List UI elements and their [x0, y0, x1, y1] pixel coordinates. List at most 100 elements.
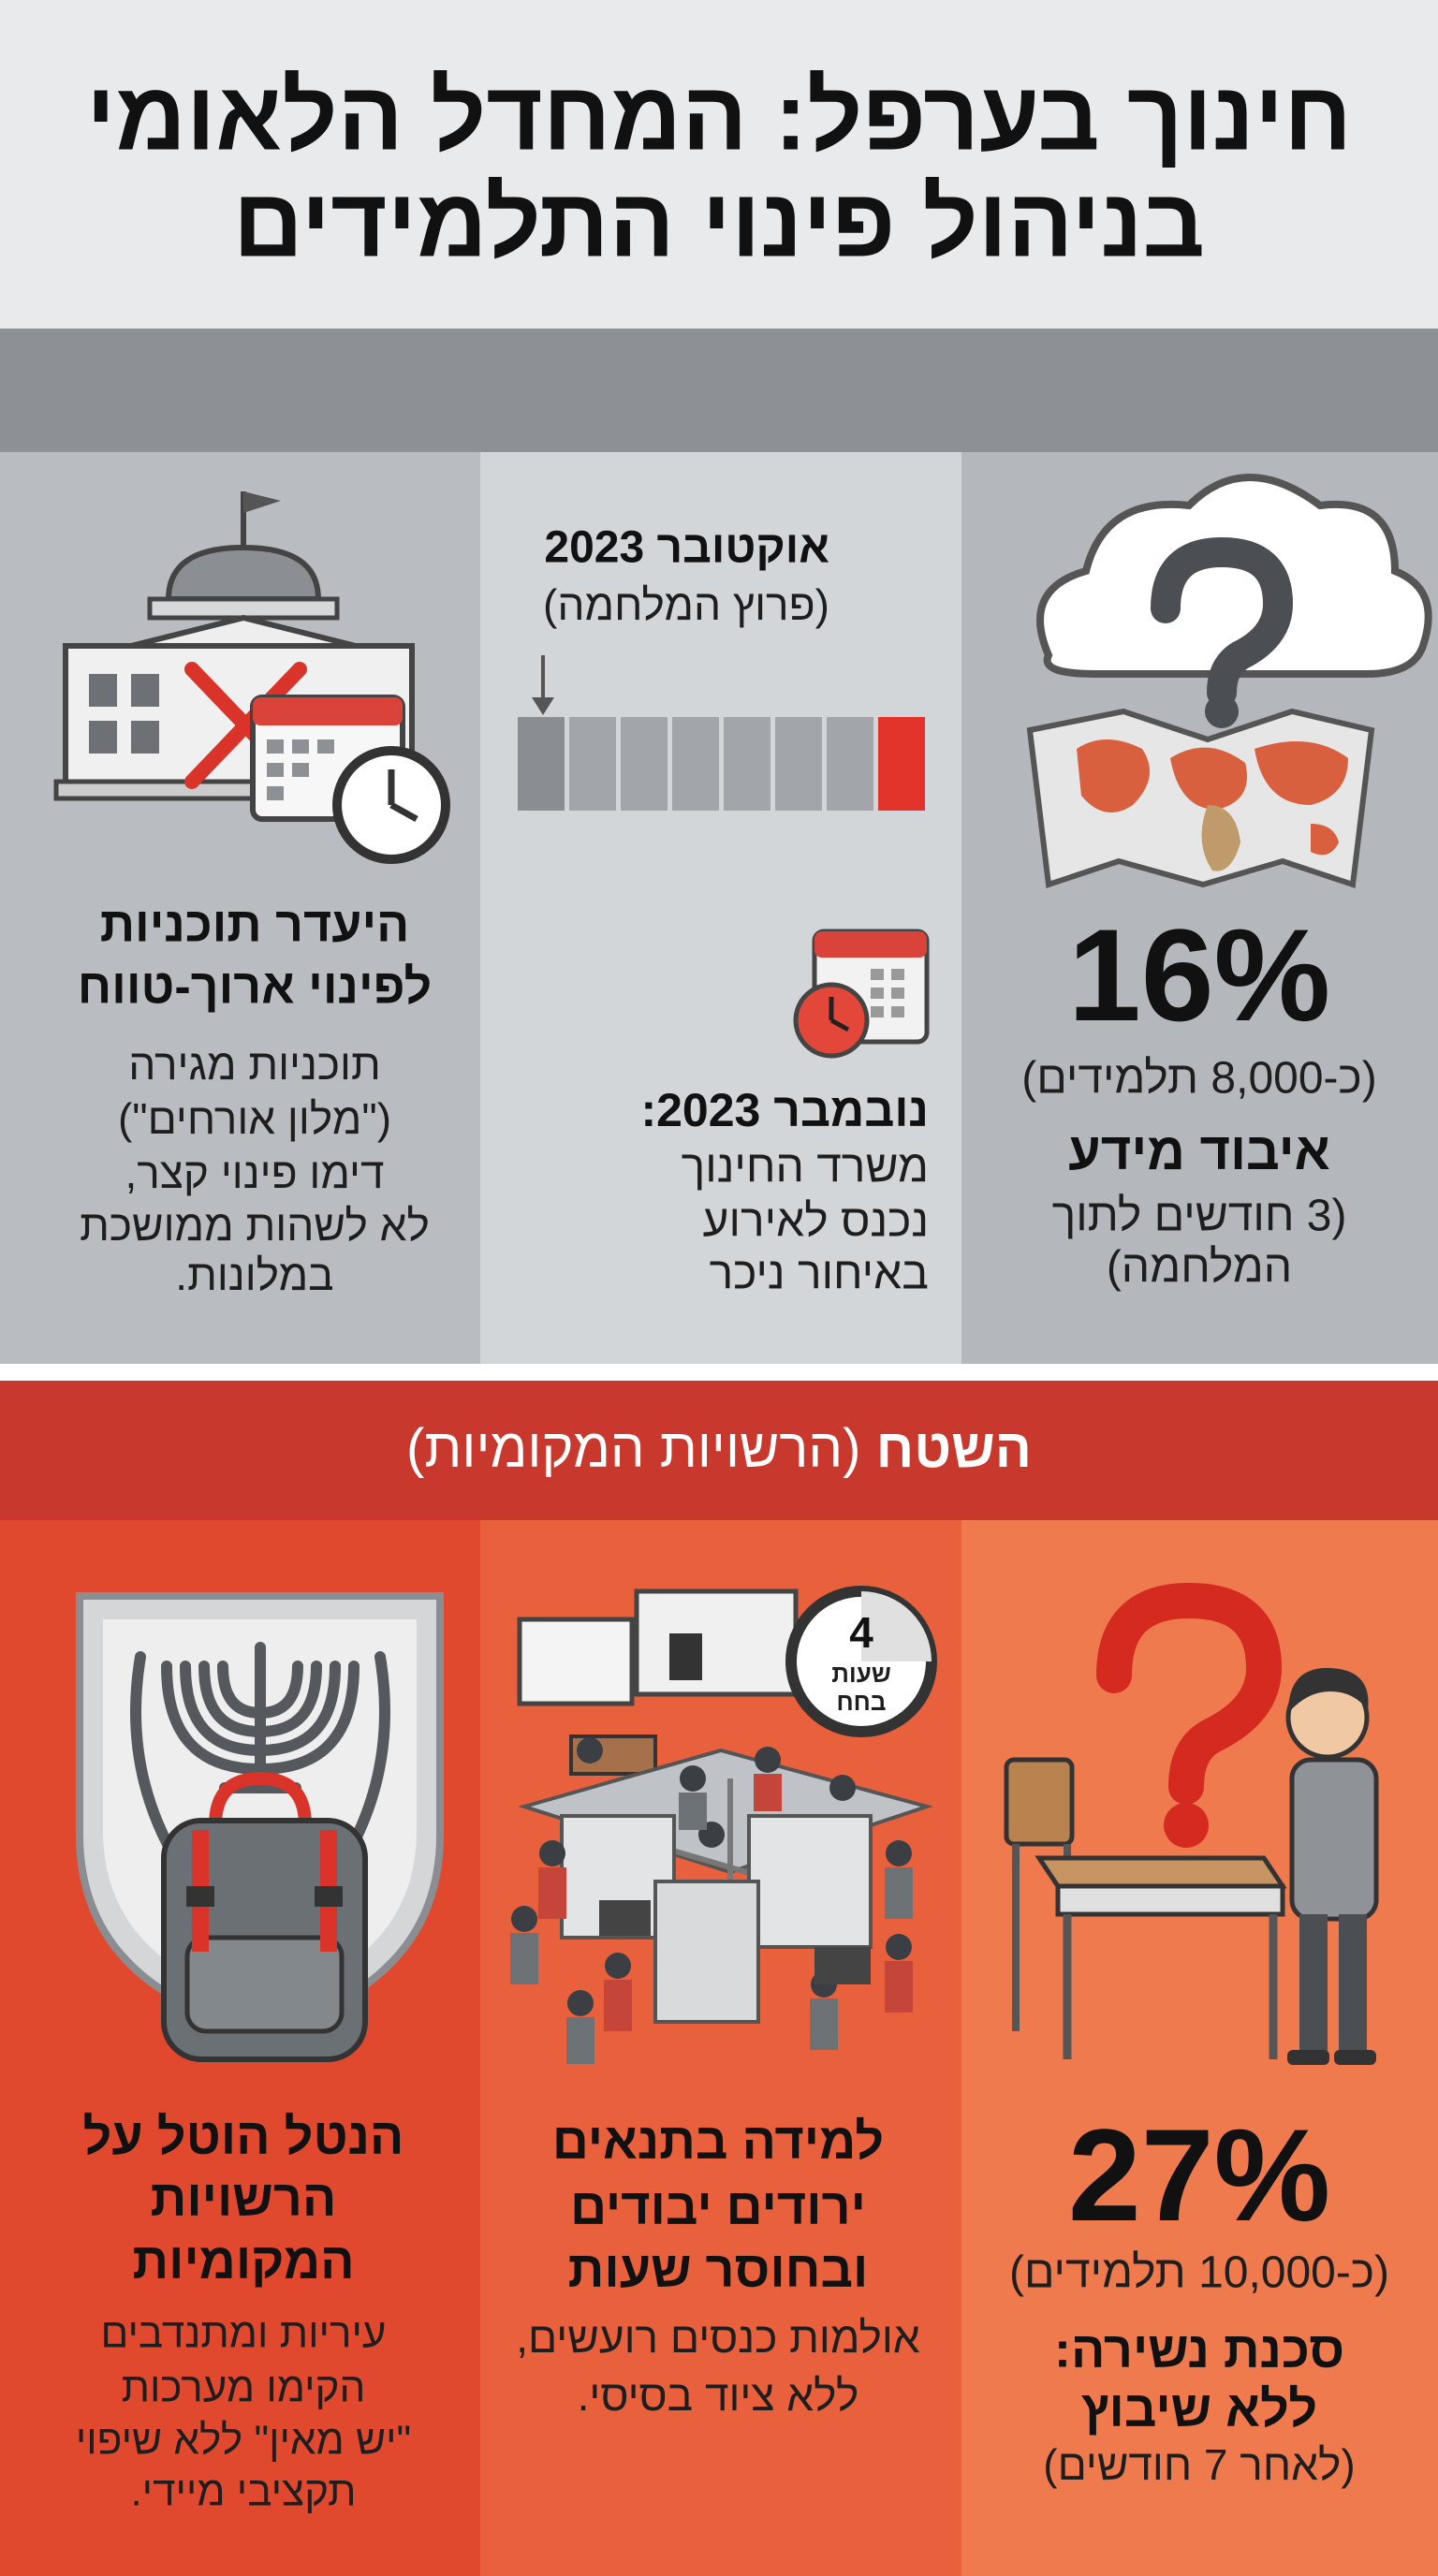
- icon-hall-part: [517, 1617, 635, 1706]
- timeline-part: [672, 717, 719, 811]
- icon-cloud-map-part: [1311, 824, 1339, 856]
- heading: איבוד מידע: [1068, 1121, 1330, 1180]
- icon-calendar-clock-part: [814, 931, 927, 958]
- icon-hall-part-part: [679, 1793, 707, 1830]
- body-line: דימו פינוי קצר,: [125, 1149, 385, 1197]
- icon-hall-part-part: [886, 1840, 912, 1866]
- icon-building-part-part: [292, 739, 309, 754]
- gray-band: [0, 329, 1438, 452]
- icon-cloud-map-part: [1255, 741, 1348, 805]
- icon-emblem-backpack-part-part: [198, 1661, 322, 1738]
- icon-hall-part-part: [567, 1990, 594, 2016]
- icon-desk-boy-part: [1287, 2050, 1329, 2065]
- icon-building-part: [243, 491, 281, 513]
- timeline-part: [724, 717, 770, 811]
- icon-hall-part: [538, 1774, 913, 2031]
- icon-hall-part-part: [539, 1840, 565, 1866]
- heading: המקומיות: [132, 2232, 354, 2289]
- title-line: חינוך בערפל: המחדל הלאומי: [86, 62, 1352, 170]
- icon-emblem-backpack-part: [184, 1935, 345, 2034]
- icon-desk-boy-part: [1034, 1855, 1287, 1889]
- icon-emblem-backpack-part-part: [161, 1661, 360, 1776]
- icon-hall-part-part: [605, 1953, 631, 1979]
- icon-calendar-clock: [793, 929, 930, 1059]
- red-band: [0, 1381, 1438, 1520]
- heading: סכנת נשירה:: [1054, 2321, 1344, 2378]
- timeline-part: [518, 717, 565, 811]
- heading: נובמבר 2023:: [640, 1084, 929, 1136]
- icon-building-part: [89, 674, 159, 754]
- body-line: באיחור ניכר: [710, 1250, 929, 1299]
- body-line: ("מלון אורחים"): [118, 1094, 391, 1143]
- icon-building-part-part: [292, 763, 309, 777]
- icon-emblem-backpack: [76, 1592, 444, 2062]
- icon-hall-part-part: [680, 1765, 706, 1792]
- icon-hall-part-part: [511, 1906, 537, 1932]
- timeline-label: אוקטובר 2023: [544, 523, 829, 573]
- icon-hall-part: [634, 1588, 799, 1697]
- header-bg: [0, 0, 1438, 329]
- icon-building-part-part: [267, 739, 284, 754]
- icon-hall-part-part: [754, 1774, 782, 1811]
- icon-hall-part: [814, 1947, 871, 1984]
- icon-calendar-clock-part-part: [871, 1006, 884, 1017]
- icon-hall-part-part: [755, 1747, 781, 1773]
- icon-desk-boy-part: [1299, 1914, 1328, 2055]
- band-title-main: השטח: [876, 1418, 1032, 1479]
- icon-building-part: [267, 739, 334, 800]
- icon-cloud-map-part: [1036, 474, 1432, 678]
- clock-label: שעות: [831, 1660, 891, 1688]
- body-line: משרד החינוך: [682, 1143, 929, 1193]
- icon-hall-part-part: [829, 1775, 856, 1801]
- band-title: השטח (הרשויות המקומיות): [406, 1418, 1032, 1479]
- icon-hall-part: [599, 1900, 651, 1936]
- icon-calendar-clock-part: [829, 1017, 850, 1032]
- icon-building: [53, 491, 450, 864]
- icon-cloud-map-part: [1151, 536, 1294, 708]
- icon-calendar-clock-part-part: [871, 969, 884, 980]
- icon-hall-part-part: [538, 1867, 566, 1919]
- icon-building-part-part: [131, 674, 159, 707]
- heading: הנטל הוטל על: [83, 2108, 404, 2164]
- icon-emblem-backpack-part: [315, 1886, 343, 1907]
- icon-hall-part: [510, 1793, 913, 2064]
- timeline: [518, 655, 925, 811]
- heading: למידה בתנאים: [552, 2113, 884, 2169]
- icon-hall-part-part: [810, 1998, 838, 2050]
- stat: 16%: [1068, 901, 1330, 1048]
- stat-note: (כ-8,000 תלמידים): [1021, 1054, 1376, 1104]
- heading: היעדר תוכניות: [100, 899, 410, 953]
- icon-hall-part: [669, 1633, 702, 1680]
- timeline-part: [532, 697, 554, 715]
- body-line: תקציבי מיידי.: [130, 2469, 356, 2515]
- body-line: (3 חודשים לתוך: [1052, 1192, 1347, 1241]
- icon-cloud-map-part: [1077, 739, 1150, 812]
- icon-desk-boy-part: [1164, 1803, 1209, 1848]
- body-line: ללא ציוד בסיסי.: [578, 2371, 859, 2420]
- icon-desk-boy-part: [1288, 1667, 1369, 1713]
- icon-hall-part: [653, 1880, 760, 2024]
- icon-building-part-part: [267, 786, 284, 800]
- icon-calendar-clock-part-part: [871, 988, 884, 999]
- body-line: אולמות כנסים רועשים,: [516, 2313, 920, 2362]
- stat: 27%: [1068, 2101, 1330, 2248]
- icon-cloud-map-part: [1170, 747, 1247, 810]
- icon-hall-part-part: [510, 1933, 538, 1984]
- heading: ללא שיבוץ: [1081, 2380, 1317, 2437]
- timeline-note: (פרוץ המלחמה): [543, 580, 829, 629]
- icon-hall-part: [861, 1591, 932, 1661]
- icon-emblem-backpack-part: [209, 1771, 312, 1826]
- icon-hall-part-part: [577, 1737, 603, 1764]
- body-line: תוכניות מגירה: [128, 1040, 381, 1089]
- icon-building-part-part: [267, 763, 284, 777]
- icon-hall-part-part: [885, 1867, 913, 1919]
- icon-desk-boy-part: [1334, 2050, 1376, 2065]
- panel-bg: [480, 452, 961, 1364]
- icon-desk-boy: [1004, 1582, 1379, 2065]
- timeline-part: [775, 717, 822, 811]
- icon-desk-boy-part: [1004, 1757, 1075, 1847]
- body-line: עיריות ומתנדבים: [101, 2311, 387, 2357]
- icon-hall-part: [747, 1814, 873, 1949]
